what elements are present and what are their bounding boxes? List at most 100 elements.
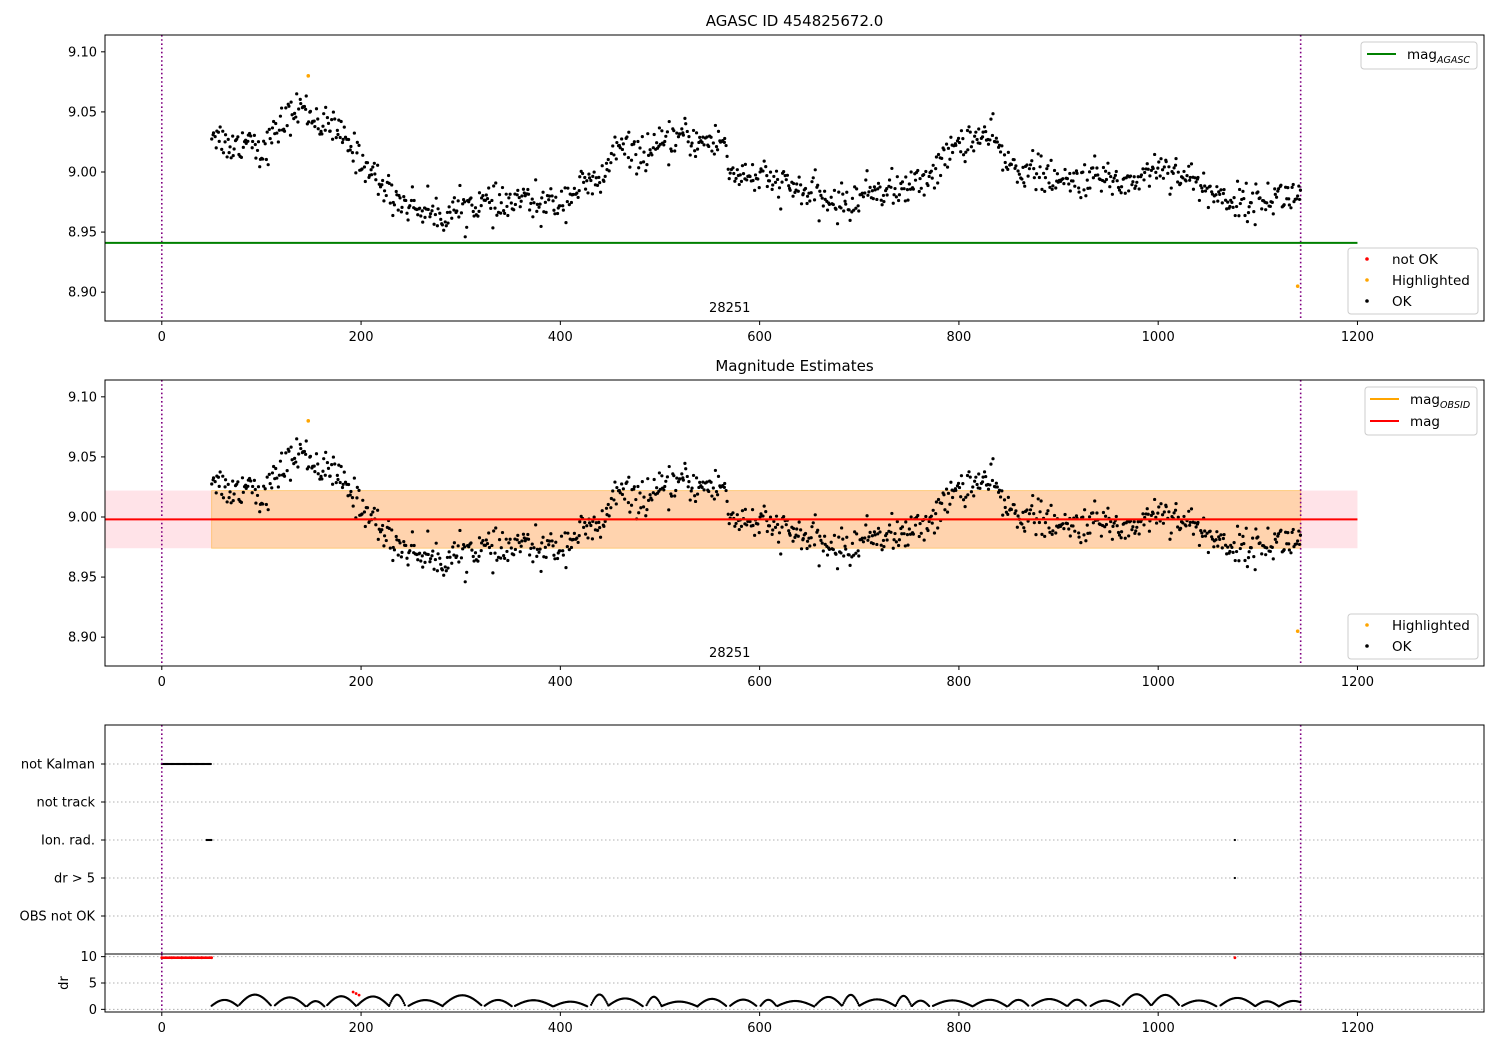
ok-point (651, 146, 655, 150)
ok-point (555, 211, 560, 216)
ok-point (452, 553, 456, 557)
ok-point (292, 456, 297, 460)
ok-point (292, 111, 297, 115)
dr-large-point (170, 956, 174, 960)
ok-point (646, 477, 650, 481)
ok-point (250, 146, 254, 150)
ok-point (431, 204, 435, 208)
ok-point (791, 539, 795, 543)
ok-point (669, 149, 674, 153)
ok-point (675, 476, 679, 480)
ok-point (391, 200, 395, 205)
ok-point (879, 198, 883, 202)
ok-point (549, 187, 553, 191)
ok-point (1048, 185, 1052, 189)
ok-point (226, 482, 230, 486)
ok-point (726, 512, 730, 516)
ok-point (264, 502, 268, 507)
ok-point (600, 164, 604, 168)
ok-point (325, 115, 330, 120)
ok-point (598, 535, 603, 539)
ok-point (265, 475, 269, 479)
ok-point (1217, 535, 1221, 539)
ok-point (934, 500, 939, 504)
ok-point (251, 484, 255, 489)
ok-point (1103, 514, 1108, 518)
ok-point (799, 528, 803, 532)
ok-point (1233, 558, 1237, 563)
ok-point (1246, 210, 1251, 215)
ok-point (856, 549, 860, 553)
ok-point (500, 530, 505, 535)
legend-highlighted-swatch (1365, 278, 1369, 282)
ok-point (1052, 168, 1057, 173)
ok-point (374, 178, 378, 182)
ok-point (639, 506, 643, 510)
ok-point (644, 169, 648, 173)
ok-point (615, 485, 619, 490)
dr-point (304, 1005, 307, 1008)
ok-point (1151, 511, 1155, 516)
ok-point (861, 540, 866, 544)
ok-point (388, 201, 392, 205)
ok-point (253, 142, 257, 147)
ok-point (711, 141, 715, 145)
ok-point (825, 208, 830, 212)
ok-point (1096, 173, 1100, 177)
ok-point (1253, 568, 1257, 572)
ok-point (873, 188, 877, 192)
ok-point (939, 173, 943, 178)
ok-point (223, 478, 228, 482)
ok-point (330, 482, 335, 486)
ok-point (870, 534, 874, 538)
ok-point (768, 515, 773, 519)
ok-point (502, 209, 506, 213)
ok-point (270, 126, 275, 130)
ok-point (240, 476, 245, 480)
ok-point (1051, 184, 1055, 188)
ok-point (932, 186, 937, 190)
ok-point (421, 220, 425, 224)
ok-point (772, 174, 776, 179)
ok-point (689, 144, 693, 148)
ok-point (620, 492, 625, 497)
ok-point (882, 544, 886, 549)
mag-estimates-frame (104, 379, 1485, 667)
ok-point (839, 551, 843, 555)
ok-point (961, 153, 966, 157)
ok-point (357, 488, 361, 492)
ok-point (1233, 213, 1237, 218)
ok-point (614, 157, 618, 161)
ok-point (825, 553, 830, 557)
ok-point (1025, 163, 1029, 167)
ok-point (861, 195, 866, 199)
ok-point (1043, 189, 1047, 193)
ok-point (369, 513, 373, 517)
ok-point (1179, 181, 1183, 185)
ok-point (954, 488, 958, 492)
dr-point (402, 1002, 406, 1005)
ok-point (1243, 213, 1247, 218)
ok-point (319, 474, 323, 478)
ok-point (595, 528, 600, 532)
ok-point (440, 568, 444, 572)
ok-point (1179, 526, 1183, 530)
ok-point (577, 534, 581, 538)
ok-point (440, 223, 444, 227)
ok-point (757, 531, 761, 535)
ok-point (690, 141, 694, 145)
ok-point (1174, 501, 1178, 506)
ok-point (1219, 533, 1223, 537)
ok-point (1036, 152, 1040, 156)
ok-point (566, 186, 570, 190)
ok-point (391, 558, 395, 563)
ok-point (731, 511, 735, 515)
ok-point (974, 475, 978, 479)
ok-point (1114, 514, 1118, 519)
ok-point (780, 525, 784, 529)
ok-point (1114, 169, 1118, 174)
ok-point (270, 486, 274, 490)
ok-point (660, 129, 664, 133)
ok-point (762, 159, 766, 163)
ok-point (442, 228, 446, 232)
